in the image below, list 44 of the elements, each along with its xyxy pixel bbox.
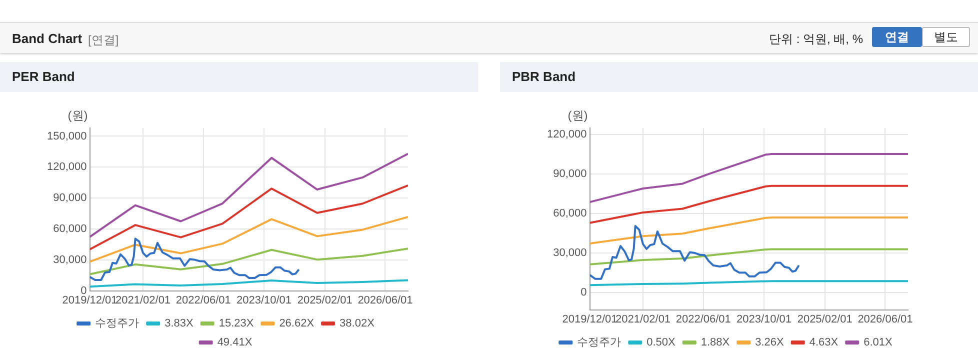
y-axis-title: (원) (68, 108, 88, 122)
text: 연결 (872, 27, 922, 47)
legend-label: 26.62X (279, 318, 315, 330)
legend-label: 수정주가 (95, 318, 140, 330)
text: Band Chart (12, 31, 82, 46)
y-tick-label: 60,000 (53, 223, 87, 236)
legend-label: 3.26X (755, 336, 785, 349)
y-tick-label: 30,000 (53, 254, 87, 266)
legend-label: 38.02X (340, 318, 376, 330)
chart-title: PER Band (0, 62, 478, 92)
legend-label: 수정주가 (577, 336, 622, 349)
x-tick-label: 2025/02/01 (797, 313, 852, 326)
legend-label: 0.50X (646, 336, 676, 349)
x-tick-label: 2023/10/01 (736, 313, 792, 326)
y-tick-label: 120,000 (546, 128, 587, 141)
text: [연결] (88, 32, 119, 49)
x-tick-label: 2023/10/01 (236, 294, 292, 306)
x-tick-label: 2025/02/01 (297, 294, 352, 306)
text: 별도 (922, 27, 970, 47)
x-tick-label: 2026/06/01 (358, 294, 413, 306)
chart-title: PBR Band (500, 62, 978, 92)
y-tick-label: 0 (580, 286, 587, 299)
legend-label: 1.88X (700, 336, 730, 349)
x-tick-label: 2021/02/01 (116, 294, 171, 306)
y-tick-label: 150,000 (46, 130, 87, 142)
y-axis-title: (원) (568, 108, 588, 122)
legend-label: 4.63X (809, 336, 839, 349)
y-tick-label: 120,000 (46, 161, 87, 174)
x-tick-label: 2022/06/01 (176, 294, 231, 306)
x-tick-label: 2022/06/01 (676, 313, 731, 326)
legend-label: 6.01X (864, 336, 894, 349)
y-tick-label: 90,000 (53, 192, 87, 204)
text: 단위 : 억원, 배, % (768, 31, 863, 48)
y-tick-label: 60,000 (553, 208, 587, 220)
x-tick-label: 2019/12/01 (62, 294, 118, 306)
x-tick-label: 2026/06/01 (858, 313, 913, 326)
x-tick-label: 2021/02/01 (616, 313, 671, 326)
legend-label: 15.23X (218, 318, 254, 330)
x-tick-label: 2019/12/01 (562, 313, 618, 326)
y-tick-label: 90,000 (553, 168, 587, 180)
legend-label: 49.41X (217, 336, 253, 349)
y-tick-label: 0 (80, 284, 87, 297)
y-tick-label: 30,000 (553, 247, 587, 260)
legend-label: 3.83X (164, 318, 194, 330)
